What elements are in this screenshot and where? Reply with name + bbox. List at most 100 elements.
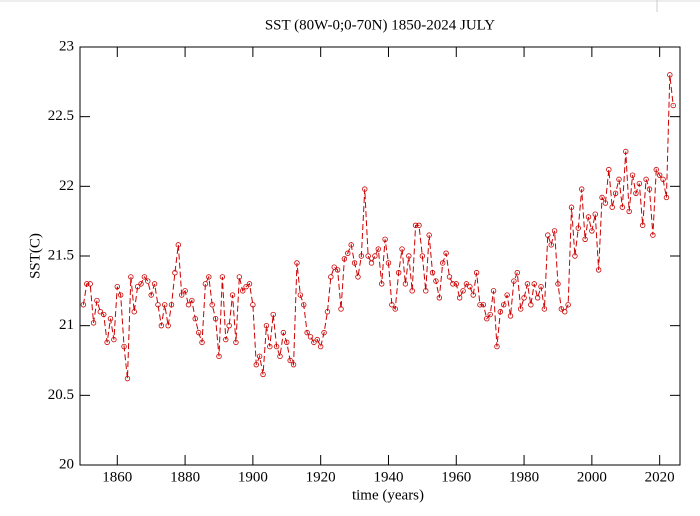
data-point: [616, 176, 622, 183]
data-point: [378, 281, 385, 287]
data-point: [216, 353, 222, 360]
data-point: [463, 281, 470, 287]
x-tick-label: 1980: [509, 469, 539, 485]
data-point: [134, 283, 141, 290]
data-point: [365, 253, 371, 259]
y-tick-label: 22: [59, 178, 74, 194]
data-point: [128, 274, 134, 280]
data-point: [382, 236, 388, 242]
data-point: [643, 176, 649, 183]
data-point: [256, 353, 263, 360]
data-point: [660, 176, 666, 183]
data-point: [619, 204, 626, 210]
data-point: [409, 288, 415, 294]
data-point: [226, 322, 232, 329]
data-point: [368, 260, 375, 266]
data-point: [663, 194, 670, 201]
data-point: [402, 281, 409, 287]
data-point: [606, 166, 612, 173]
data-point: [301, 302, 307, 308]
data-point: [253, 361, 259, 368]
data-point: [212, 316, 219, 322]
data-point: [267, 343, 273, 350]
data-point: [246, 281, 253, 287]
data-point: [609, 204, 615, 210]
data-point: [595, 267, 602, 273]
data-point: [233, 339, 239, 346]
data-point: [131, 309, 137, 315]
data-point: [290, 361, 297, 368]
data-point: [250, 302, 256, 308]
data-point: [80, 302, 87, 308]
data-point: [206, 274, 212, 280]
data-point: [633, 190, 639, 196]
data-point: [148, 292, 154, 298]
data-point: [141, 274, 148, 280]
data-point: [182, 288, 188, 294]
data-point: [107, 316, 114, 322]
x-tick-label: 1940: [373, 469, 403, 485]
data-point: [517, 306, 524, 312]
data-point: [626, 208, 632, 215]
y-tick-label: 21: [59, 317, 74, 333]
data-point: [375, 246, 382, 252]
data-point: [111, 336, 117, 343]
x-tick-label: 2000: [577, 469, 607, 485]
chart-title: SST (80W-0;0-70N) 1850-2024 JULY: [265, 17, 495, 33]
data-point: [195, 329, 202, 336]
data-point: [277, 353, 283, 360]
x-tick-label: 2020: [645, 469, 675, 485]
data-point: [507, 313, 514, 319]
data-point: [151, 281, 158, 287]
data-point: [240, 288, 246, 294]
data-point: [138, 281, 144, 287]
data-point: [324, 309, 331, 315]
data-point: [90, 320, 97, 326]
data-point: [646, 186, 653, 192]
data-point: [311, 339, 317, 346]
data-point: [592, 211, 598, 217]
data-point: [541, 306, 548, 312]
data-point: [565, 302, 571, 308]
data-point: [585, 214, 592, 220]
data-point: [653, 166, 659, 173]
data-point: [104, 339, 110, 346]
data-point: [297, 292, 304, 298]
data-point: [263, 322, 270, 329]
data-point: [358, 253, 365, 259]
data-point: [640, 222, 646, 229]
data-point: [331, 264, 337, 270]
data-point: [650, 232, 656, 238]
data-point: [362, 186, 368, 192]
x-tick-label: 1900: [238, 469, 268, 485]
data-point: [168, 302, 175, 308]
data-point: [470, 292, 476, 298]
data-point: [484, 316, 490, 322]
data-point: [219, 274, 226, 280]
data-point: [145, 278, 151, 284]
data-point: [328, 274, 334, 280]
data-point: [440, 260, 446, 266]
data-point: [334, 267, 341, 273]
data-point: [348, 242, 354, 248]
data-point: [534, 295, 541, 301]
data-point: [589, 228, 595, 234]
data-point: [189, 297, 195, 304]
data-point: [443, 250, 449, 256]
data-point: [521, 295, 527, 301]
data-point: [578, 186, 585, 192]
data-point: [101, 311, 107, 318]
data-point: [294, 260, 300, 266]
data-line: [82, 74, 674, 379]
data-point: [433, 278, 439, 284]
data-point: [260, 371, 266, 378]
data-point: [582, 236, 588, 242]
data-point: [497, 309, 504, 315]
data-point: [124, 375, 131, 382]
data-point: [548, 242, 554, 248]
data-point: [399, 246, 405, 252]
data-point: [243, 283, 249, 290]
data-point: [453, 281, 459, 287]
data-point: [192, 316, 198, 322]
data-point: [551, 228, 558, 234]
